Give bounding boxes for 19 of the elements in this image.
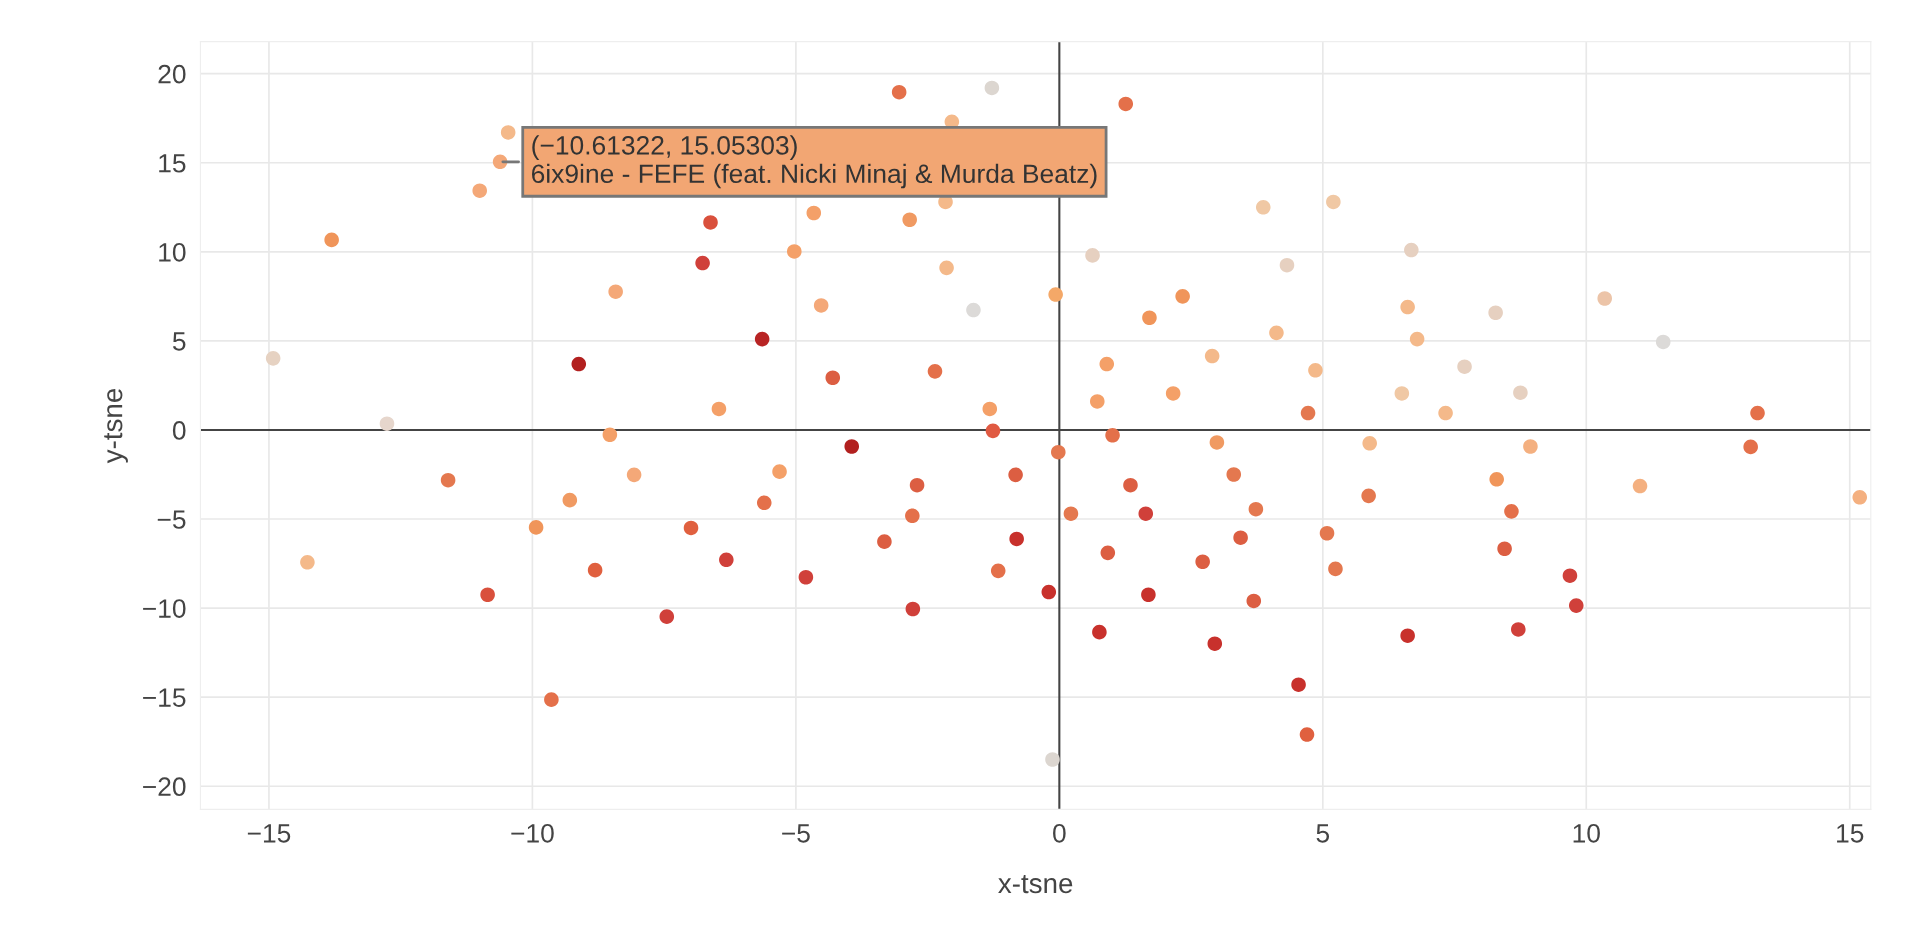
y-tick-label: −10 (143, 599, 186, 618)
y-tick-label: 20 (158, 64, 186, 84)
y-tick-label: 5 (172, 332, 186, 351)
x-tick-label: −10 (511, 823, 554, 843)
x-tick-label: −15 (247, 824, 291, 843)
x-tick-label: −5 (782, 824, 810, 843)
x-tick-label: 10 (1573, 823, 1600, 843)
x-axis-title: x-tsne (998, 875, 1073, 894)
y-tick-label: −5 (157, 510, 186, 529)
y-tick-label: 15 (159, 154, 186, 173)
x-tick-label: 15 (1837, 824, 1864, 843)
y-tick-label: 0 (172, 421, 186, 440)
annotation: (−10.61322, 15.05303) 6ix9ine - FEFE (feat. Nicki Minaj & Murda Beatz) (532, 135, 1097, 189)
y-tick-label: 10 (159, 242, 186, 262)
y-tick-label: −15 (143, 688, 186, 707)
y-axis-title: y-tsne (104, 388, 128, 464)
x-tick-label: 5 (1316, 824, 1330, 843)
y-tick-label: −20 (143, 777, 186, 797)
x-tick-label: 0 (1053, 823, 1066, 843)
